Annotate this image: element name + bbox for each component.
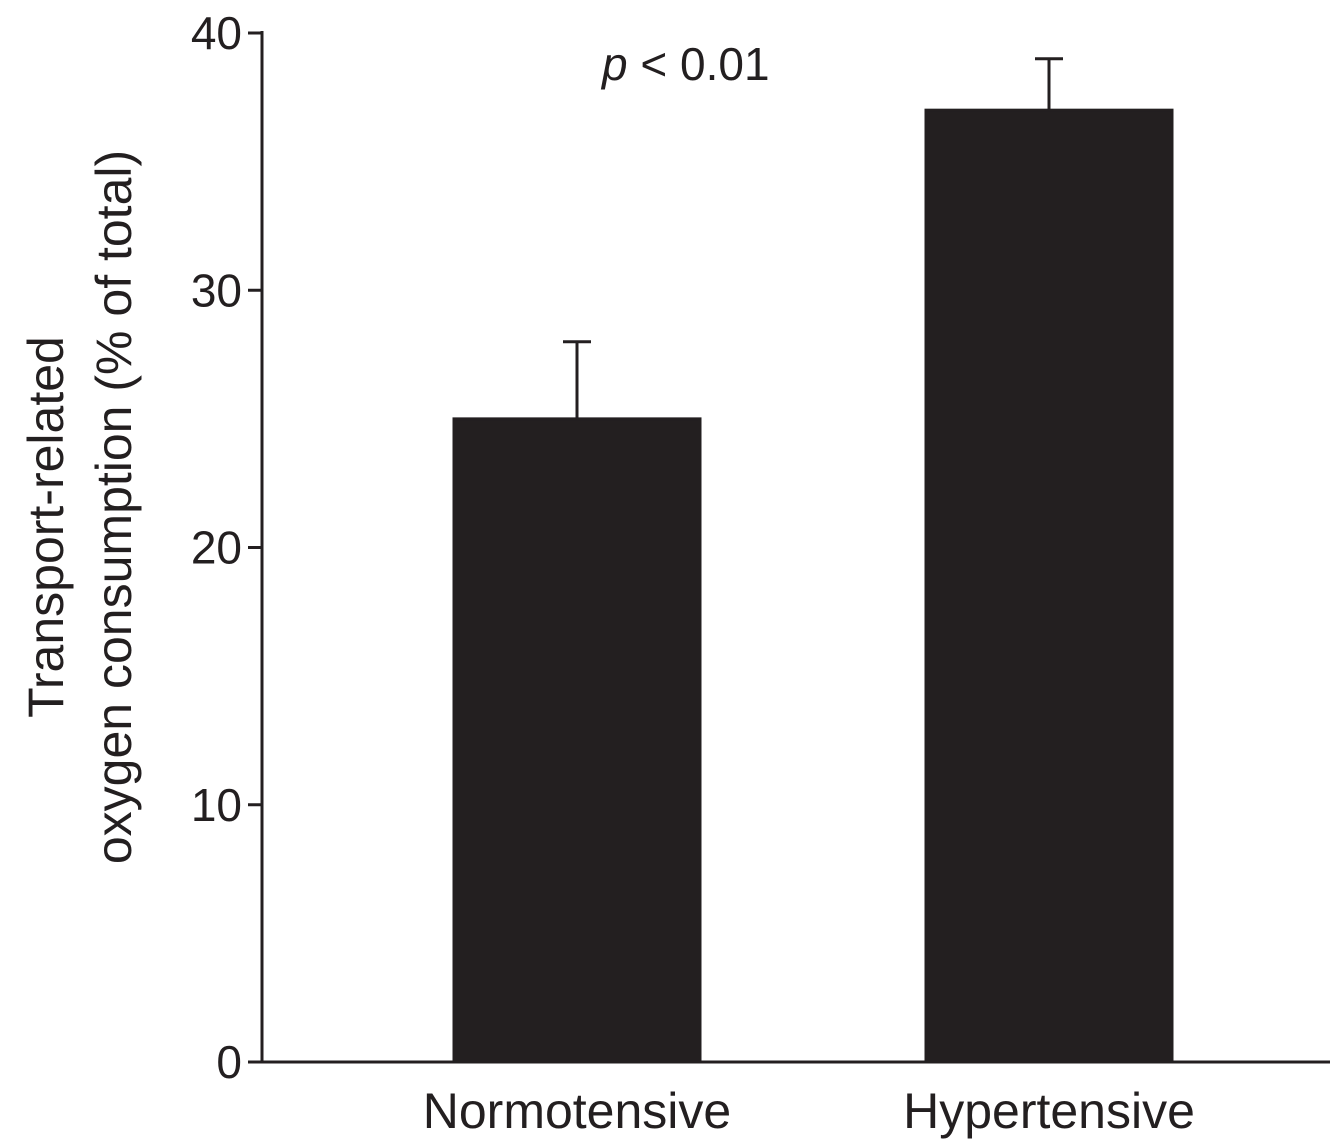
y-tick-label-10: 10 bbox=[191, 779, 242, 831]
p-symbol: p bbox=[600, 38, 628, 90]
x-tick-label-normotensive: Normotensive bbox=[423, 1083, 731, 1139]
bar-hypertensive bbox=[924, 108, 1174, 1064]
y-axis-title: Transport-related oxygen consumption (% … bbox=[18, 150, 142, 864]
y-tick-label-40: 40 bbox=[191, 7, 242, 59]
p-value-text: < 0.01 bbox=[628, 38, 770, 90]
x-tick-label-hypertensive: Hypertensive bbox=[903, 1083, 1195, 1139]
plot-area: 0 10 20 30 40 Normotensive Hypertensive bbox=[191, 7, 1330, 1139]
y-tick-label-20: 20 bbox=[191, 522, 242, 574]
bar-normotensive bbox=[452, 417, 702, 1064]
significance-annotation: p < 0.01 bbox=[600, 38, 770, 90]
y-axis-title-line-1: Transport-related bbox=[18, 336, 74, 718]
y-axis-title-line-2: oxygen consumption (% of total) bbox=[86, 150, 142, 864]
y-tick-label-30: 30 bbox=[191, 264, 242, 316]
y-tick-label-0: 0 bbox=[216, 1036, 242, 1088]
